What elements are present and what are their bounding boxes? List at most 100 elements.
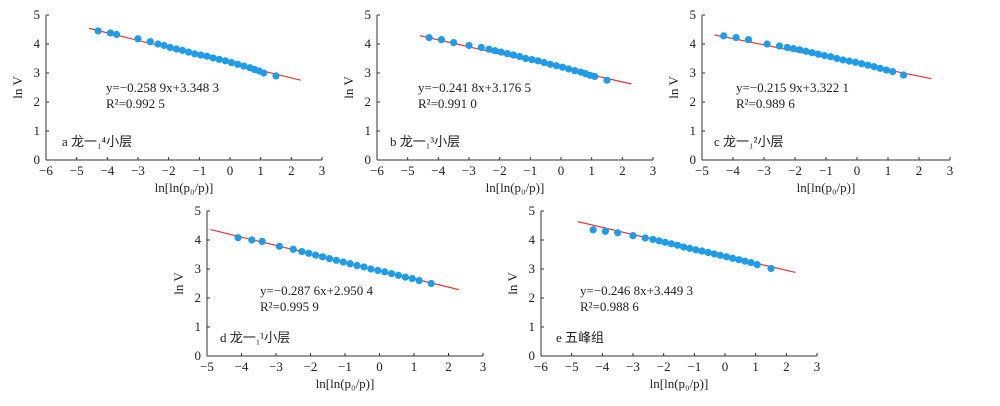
fit-equation: y=−0.241 8x+3.176 5 xyxy=(418,80,531,95)
data-point xyxy=(845,57,853,65)
data-point xyxy=(655,237,663,245)
x-tick-label: 3 xyxy=(480,359,487,374)
data-point xyxy=(889,67,897,76)
y-tick-label: 1 xyxy=(365,123,372,138)
panel-label: b 龙一₁³小层 xyxy=(390,134,460,149)
data-point xyxy=(248,236,256,244)
fit-equation: y=−0.287 6x+2.950 4 xyxy=(260,283,373,298)
data-point xyxy=(565,65,573,73)
data-point xyxy=(858,60,866,68)
data-point xyxy=(882,66,891,74)
y-tick-label: 1 xyxy=(34,123,41,138)
data-point xyxy=(720,32,728,40)
data-point xyxy=(614,229,622,237)
x-tick-label: −4 xyxy=(595,359,609,374)
x-axis-label: ln[ln(p₀/p)] xyxy=(316,376,375,391)
data-point xyxy=(503,49,511,58)
data-point xyxy=(732,34,740,42)
x-tick-label: 2 xyxy=(619,163,626,178)
panel-e: −6 −5 −4 −3 −2 −1 0 1 2 3 0 1 2 3 4 5 ln[ln(p₀/p)] ln V y=… xyxy=(505,203,820,391)
data-point xyxy=(353,261,361,270)
data-point xyxy=(367,265,375,273)
x-tick-label: −1 xyxy=(819,163,833,178)
data-point xyxy=(802,47,810,55)
x-tick-label: 1 xyxy=(411,359,418,374)
data-point xyxy=(234,60,242,68)
x-tick-label: 1 xyxy=(588,163,595,178)
data-point xyxy=(401,273,409,281)
y-tick-label: 0 xyxy=(195,348,202,363)
data-point xyxy=(106,29,114,37)
data-point xyxy=(374,266,382,275)
x-tick-label: −4 xyxy=(100,163,114,178)
x-axis-label: ln[ln(p₀/p)] xyxy=(155,180,214,195)
panel-d: −5 −4 −3 −2 −1 0 1 2 3 0 1 2 3 4 5 ln[ln(p₀/p)] ln V y=−0… xyxy=(171,203,486,391)
data-point xyxy=(234,234,242,242)
y-tick-label: 2 xyxy=(34,94,41,109)
x-tick-label: −6 xyxy=(39,163,53,178)
data-point xyxy=(716,251,725,259)
panel-b: −6 −5 −4 −3 −2 −1 0 1 2 3 0 1 2 3 4 5 ln[ln(p₀/p)] ln V y=… xyxy=(341,7,656,195)
x-tick-label: −6 xyxy=(370,163,384,178)
data-point xyxy=(332,256,340,264)
r-squared: R²=0.992 5 xyxy=(106,96,165,111)
data-point xyxy=(485,45,493,53)
y-axis-label: ln V xyxy=(171,272,186,295)
x-axis-label: ln[ln(p₀/p)] xyxy=(797,180,856,195)
data-point xyxy=(534,57,542,65)
x-tick-label: 3 xyxy=(650,163,657,178)
data-point xyxy=(589,226,597,234)
y-tick-label: 0 xyxy=(529,348,536,363)
data-point xyxy=(427,279,435,288)
x-tick-label: 0 xyxy=(722,359,729,374)
data-point xyxy=(753,261,761,269)
data-point xyxy=(298,248,306,256)
fit-equation: y=−0.258 9x+3.348 3 xyxy=(106,80,219,95)
x-tick-label: −1 xyxy=(687,359,701,374)
data-point xyxy=(272,72,280,80)
y-tick-label: 2 xyxy=(195,290,202,305)
data-point xyxy=(833,54,841,63)
x-tick-label: −4 xyxy=(431,163,445,178)
data-point xyxy=(558,63,567,71)
y-tick-label: 4 xyxy=(34,36,41,51)
data-point xyxy=(258,237,266,246)
data-point xyxy=(899,71,908,79)
x-tick-label: 1 xyxy=(885,163,892,178)
panel-label: d 龙一₁¹小层 xyxy=(220,330,290,345)
data-point xyxy=(318,253,327,261)
data-point xyxy=(839,56,847,64)
data-point xyxy=(425,34,433,42)
x-tick-label: 2 xyxy=(288,163,295,178)
x-tick-label: −2 xyxy=(788,163,802,178)
data-point xyxy=(360,263,368,271)
data-point xyxy=(591,72,599,81)
data-point xyxy=(552,62,561,70)
data-point xyxy=(763,40,771,48)
y-tick-label: 4 xyxy=(365,36,372,51)
data-point xyxy=(394,271,403,279)
fit-equation: y=−0.215 9x+3.322 1 xyxy=(736,80,849,95)
x-tick-label: 3 xyxy=(947,163,954,178)
data-point xyxy=(209,54,217,62)
data-point xyxy=(722,253,731,261)
data-point xyxy=(741,257,749,265)
y-tick-label: 5 xyxy=(195,203,202,218)
data-point xyxy=(629,232,637,240)
y-tick-label: 3 xyxy=(195,261,202,276)
y-tick-label: 5 xyxy=(365,7,372,22)
y-tick-label: 1 xyxy=(195,319,202,334)
panel-a: −6 −5 −4 −3 −2 −1 0 1 2 3 0 1 2 3 4 5 ln[ln(p₀/p)] ln V y=… xyxy=(10,7,325,195)
data-point xyxy=(767,264,775,273)
data-point xyxy=(160,41,168,50)
x-tick-label: −2 xyxy=(162,163,176,178)
data-point xyxy=(540,58,548,67)
x-tick-label: −6 xyxy=(534,359,548,374)
y-tick-label: 3 xyxy=(365,65,372,80)
y-tick-label: 4 xyxy=(690,36,697,51)
data-point xyxy=(227,58,236,67)
data-point xyxy=(408,274,416,283)
x-tick-label: −5 xyxy=(70,163,84,178)
data-point xyxy=(673,241,682,249)
